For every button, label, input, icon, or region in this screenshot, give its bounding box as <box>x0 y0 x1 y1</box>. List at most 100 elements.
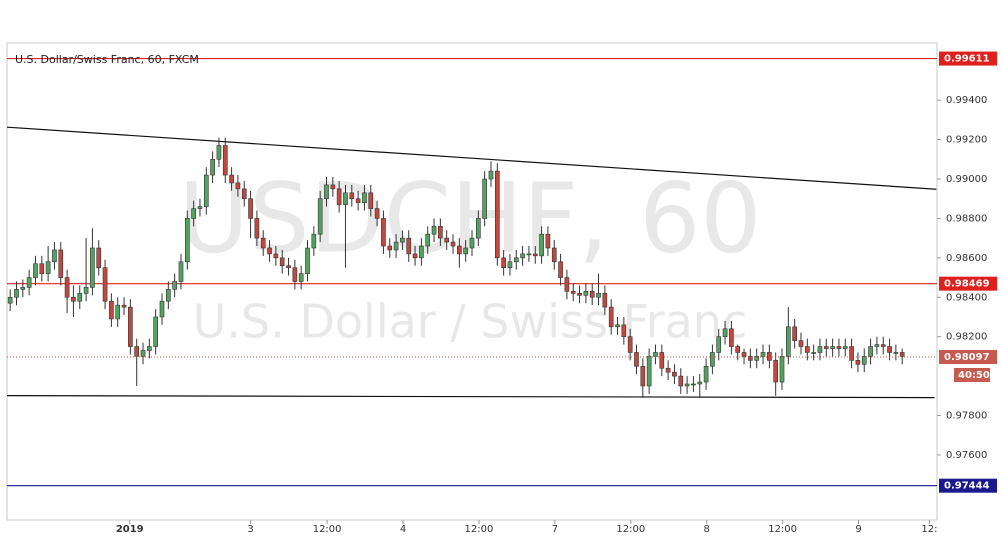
candle-body <box>640 365 646 387</box>
candle-body <box>374 208 380 219</box>
candle-body <box>589 291 595 298</box>
candle-body <box>355 198 361 203</box>
x-tick-label: 12:00 <box>768 524 797 535</box>
candle-body <box>450 241 456 247</box>
candle-body <box>7 296 13 304</box>
candle-body <box>672 371 677 377</box>
chart-title: U.S. Dollar/Swiss Franc, 60, FXCM <box>15 53 199 66</box>
candle-body <box>678 375 684 387</box>
x-tick-label: 3 <box>247 524 253 535</box>
candle-body <box>482 178 487 219</box>
candle-body <box>526 253 532 256</box>
candle-body <box>583 291 589 296</box>
candle-body <box>419 245 424 259</box>
candle-body <box>273 253 279 259</box>
candle-body <box>412 253 418 259</box>
candle-body <box>513 257 519 263</box>
candle-body <box>203 174 209 207</box>
y-tick-label: 0.98800 <box>946 213 987 224</box>
candle-body <box>140 350 146 357</box>
candle-body <box>400 237 405 243</box>
candle-body <box>52 249 57 263</box>
candle-body <box>773 360 778 383</box>
candle-body <box>431 226 437 235</box>
candle-body <box>646 356 652 387</box>
candle-body <box>393 241 399 251</box>
candle-body <box>210 158 215 176</box>
candle-body <box>222 145 228 176</box>
y-tick-label: 0.97800 <box>946 411 987 422</box>
candle-body <box>317 198 323 235</box>
y-tick-label: 0.99000 <box>946 174 987 185</box>
candle-body <box>748 356 753 361</box>
candle-body <box>868 346 873 357</box>
candle-body <box>532 253 538 257</box>
candle-body <box>147 346 152 351</box>
candle-body <box>77 293 83 302</box>
candle-body <box>501 257 506 269</box>
candle-body <box>596 293 601 298</box>
candle-body <box>767 352 772 361</box>
x-tick-label: 8 <box>704 524 710 535</box>
candle-body <box>653 352 658 357</box>
candle-body <box>115 304 121 320</box>
candle-body <box>197 206 203 209</box>
countdown-label: 40:50 <box>958 370 990 381</box>
candle-body <box>880 344 886 347</box>
candle-body <box>336 188 342 205</box>
level-label: 0.98469 <box>944 279 990 290</box>
candle-body <box>286 265 291 269</box>
candle-body <box>387 245 393 251</box>
candle-body <box>703 365 709 383</box>
candle-body <box>804 346 810 353</box>
candle-body <box>425 233 431 247</box>
candle-body <box>899 352 905 357</box>
candle-body <box>621 324 627 337</box>
candle-body <box>545 233 551 249</box>
y-tick-label: 0.98600 <box>946 253 987 264</box>
candle-body <box>248 198 253 219</box>
candle-body <box>570 291 576 294</box>
x-tick-label: 7 <box>552 524 558 535</box>
y-tick-label: 0.99400 <box>946 95 987 106</box>
candle-body <box>362 192 367 203</box>
candle-body <box>792 326 797 341</box>
candle-body <box>134 346 140 357</box>
candle-body <box>349 192 355 200</box>
candle-body <box>564 277 570 292</box>
candle-body <box>842 346 848 349</box>
candle-body <box>166 289 171 302</box>
x-tick-label: 2019 <box>116 524 144 535</box>
watermark: USDCHF, 60 <box>179 162 762 274</box>
candle-body <box>691 383 696 386</box>
candle-body <box>608 306 614 328</box>
candle-body <box>539 233 544 257</box>
x-tick-label: 12: <box>921 524 937 535</box>
candle-body <box>893 352 899 354</box>
candle-body <box>159 300 165 318</box>
candle-body <box>96 247 102 269</box>
candle-body <box>279 257 285 267</box>
candle-body <box>463 247 468 255</box>
trend-line <box>6 395 935 399</box>
candle-body <box>153 316 158 347</box>
candle-body <box>260 237 266 249</box>
candle-body <box>102 267 108 302</box>
candle-body <box>874 344 880 347</box>
candle-body <box>172 281 177 290</box>
candle-body <box>305 247 310 274</box>
candle-body <box>229 174 234 184</box>
candle-body <box>615 324 620 328</box>
candle-body <box>128 306 133 347</box>
candle-body <box>235 182 241 190</box>
candle-body <box>292 267 298 282</box>
candle-body <box>45 261 51 274</box>
candle-body <box>507 261 513 269</box>
candle-body <box>83 287 89 294</box>
level-badge <box>939 478 997 493</box>
level-badge <box>939 276 997 291</box>
level-label: 0.99611 <box>944 54 990 65</box>
candle-body <box>735 346 741 353</box>
candle-body <box>476 218 481 239</box>
candle-body <box>836 346 842 349</box>
